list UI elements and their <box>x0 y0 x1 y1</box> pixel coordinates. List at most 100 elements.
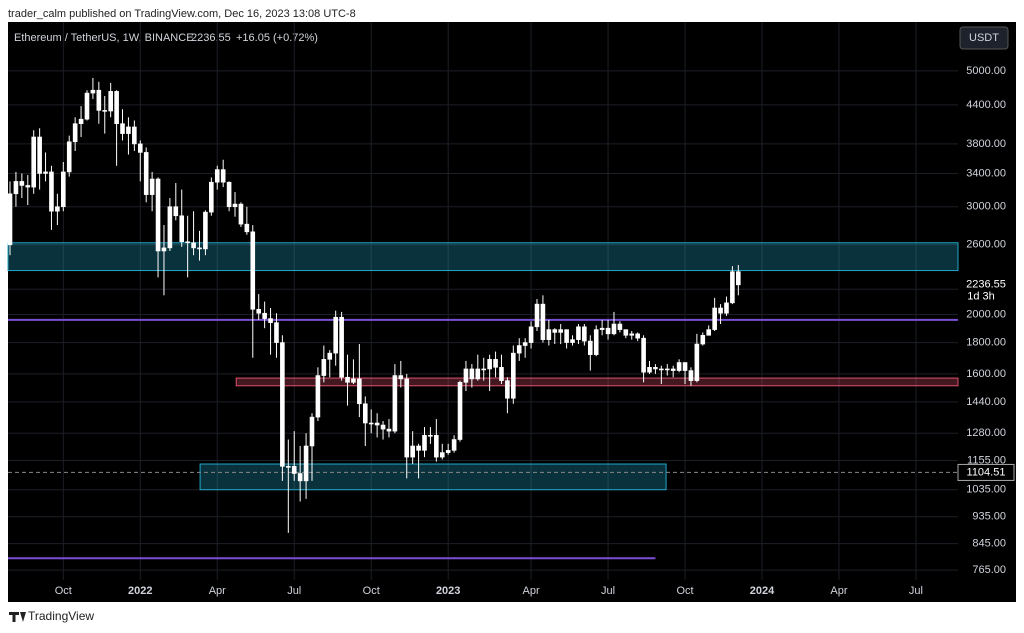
candle-body <box>552 329 558 333</box>
candle-body <box>84 92 90 120</box>
candle-body <box>226 181 232 208</box>
candle-body <box>309 416 315 447</box>
candle-body <box>13 181 19 195</box>
zone <box>7 242 959 272</box>
candle-body <box>339 316 344 378</box>
last-price: 2236.55 <box>191 32 231 44</box>
candle-body <box>232 203 238 208</box>
candle-body <box>238 203 244 225</box>
y-tick-label: 3800.00 <box>966 138 1006 150</box>
currency[interactable]: USDT <box>969 32 999 44</box>
candle-body <box>155 178 161 252</box>
candle-body <box>534 303 540 328</box>
candle-body <box>587 340 593 355</box>
candle-body <box>7 193 13 246</box>
candle-body <box>167 206 173 249</box>
candle-body <box>362 403 368 424</box>
candle-body <box>137 143 143 153</box>
candle-body <box>664 368 670 371</box>
candle-body <box>149 178 155 195</box>
candle-body <box>25 185 31 188</box>
candle-body <box>102 110 108 112</box>
candle-body <box>327 352 333 360</box>
candle-body <box>451 439 457 451</box>
candle-body <box>623 329 629 336</box>
y-tick-label: 1280.00 <box>966 427 1006 439</box>
candle-body <box>511 352 516 399</box>
candle-body <box>386 428 392 432</box>
publisher: trader_calm published on TradingView.com… <box>8 8 356 20</box>
candle-body <box>700 334 706 345</box>
candle-body <box>143 152 149 195</box>
candle-body <box>179 215 185 243</box>
candle-body <box>351 378 356 383</box>
zone <box>199 463 667 491</box>
candle-body <box>688 370 694 381</box>
candle-body <box>475 368 481 380</box>
candle-body <box>250 231 256 310</box>
candle-body <box>617 323 623 330</box>
candle-body <box>61 171 66 208</box>
candle-body <box>540 303 546 340</box>
candle-body <box>647 367 652 373</box>
candle-body <box>434 435 439 458</box>
candle-body <box>55 206 60 212</box>
candle-body <box>493 359 498 368</box>
candle-body <box>487 359 492 370</box>
candle-body <box>368 422 374 425</box>
candle-body <box>191 242 196 249</box>
y-tick-label: 2600.00 <box>966 239 1006 251</box>
chart-title: Ethereum / TetherUS, 1W, BINANCE <box>14 32 194 44</box>
x-tick-label: Apr <box>830 585 847 597</box>
candle-body <box>635 333 640 339</box>
footer: TradingView <box>28 609 94 623</box>
candle-body <box>505 380 510 399</box>
candle-body <box>641 337 646 373</box>
candle-body <box>19 181 25 186</box>
candle-body <box>321 359 327 376</box>
candle-body <box>66 141 72 173</box>
candle-body <box>114 91 119 124</box>
y-tick-label: 1600.00 <box>966 368 1006 380</box>
candle-body <box>670 368 676 371</box>
candle-body <box>214 169 220 183</box>
y-tick-label: 1440.00 <box>966 396 1006 408</box>
x-tick-label: Apr <box>523 585 540 597</box>
candle-body <box>522 342 528 346</box>
candle-body <box>203 211 208 250</box>
candle-body <box>528 326 534 343</box>
x-tick-label: Oct <box>55 585 72 597</box>
candle-body <box>422 435 427 451</box>
candle-body <box>72 123 78 143</box>
currency-button[interactable] <box>959 26 1009 50</box>
y-tick-label: 3400.00 <box>966 167 1006 179</box>
zone <box>235 377 959 387</box>
candle-body <box>653 367 658 370</box>
x-tick-label: Oct <box>676 585 693 597</box>
candle-body <box>37 136 42 174</box>
y-tick-label: 5000.00 <box>966 65 1006 77</box>
candle-body <box>392 375 398 432</box>
candle-body <box>345 376 350 383</box>
x-tick-label: Jul <box>287 585 301 597</box>
last-price-label: 2236.55 <box>966 279 1006 291</box>
candle-body <box>132 126 137 145</box>
candle-body <box>558 329 563 333</box>
candle-body <box>108 91 113 112</box>
candle-body <box>268 318 273 323</box>
candle-body <box>404 378 410 458</box>
candle-body <box>410 445 415 458</box>
candle-body <box>546 329 552 340</box>
price-label-box <box>957 463 1015 481</box>
candle-body <box>605 327 611 335</box>
candle-body <box>712 307 717 330</box>
candle-body <box>380 424 386 430</box>
candle-body <box>43 171 48 174</box>
candle-body <box>173 206 179 217</box>
candle-body <box>90 89 96 94</box>
x-tick-label: 2023 <box>436 585 460 597</box>
candle-body <box>730 271 735 304</box>
candle-body <box>676 362 682 371</box>
candle-body <box>439 452 445 458</box>
